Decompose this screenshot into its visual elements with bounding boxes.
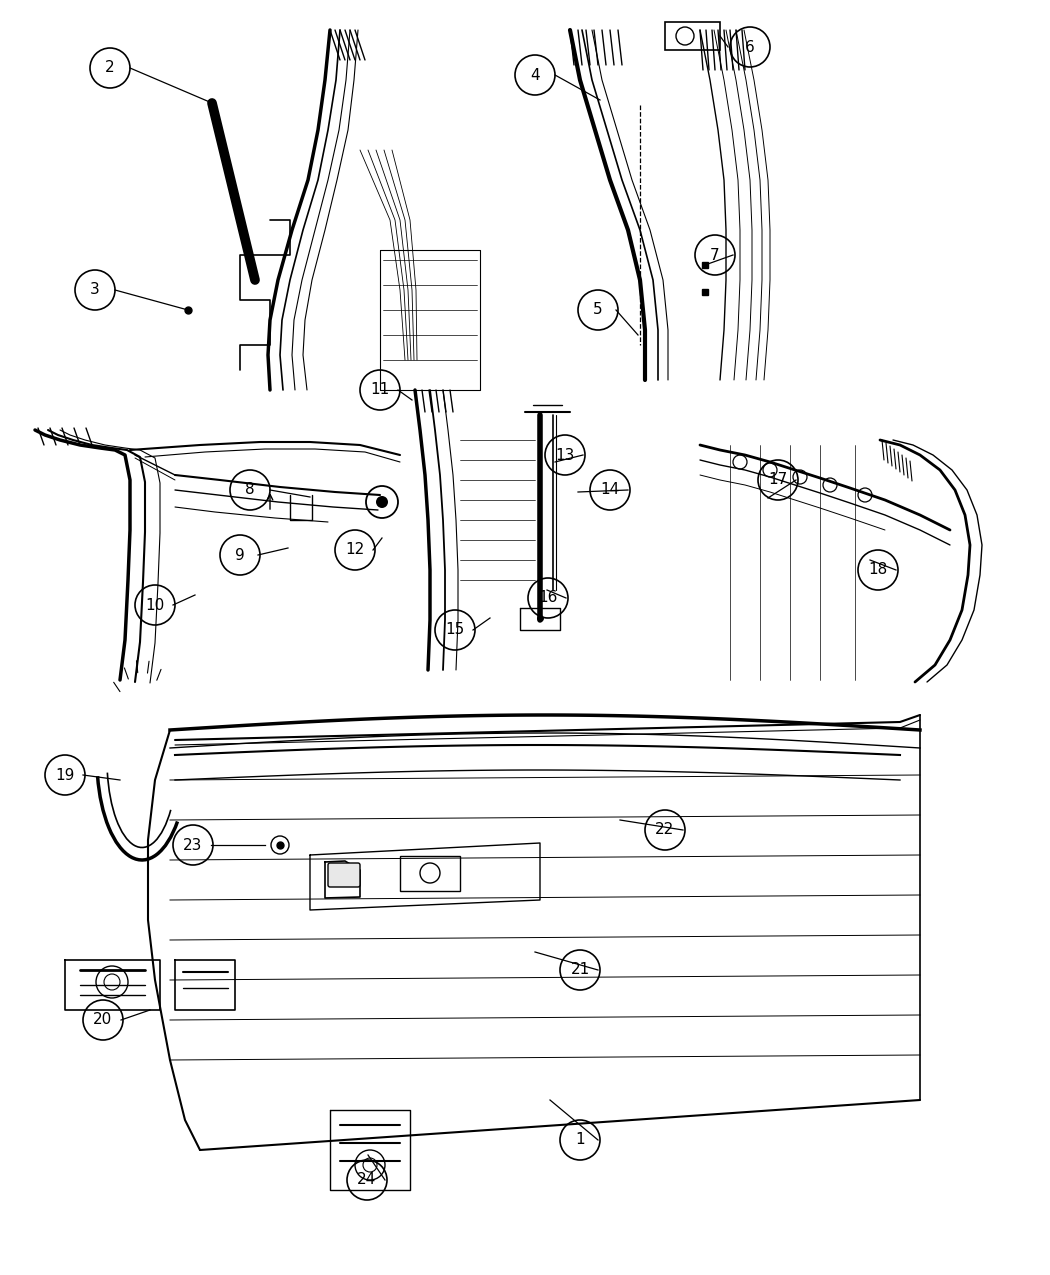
Text: 24: 24 — [357, 1173, 377, 1187]
Text: 15: 15 — [445, 622, 464, 638]
FancyBboxPatch shape — [328, 863, 360, 887]
Text: 3: 3 — [90, 283, 100, 297]
Text: 11: 11 — [371, 382, 390, 398]
Text: 23: 23 — [184, 838, 203, 853]
Text: 14: 14 — [601, 482, 619, 497]
Text: 17: 17 — [769, 473, 788, 487]
Circle shape — [376, 496, 388, 507]
Text: 21: 21 — [570, 963, 590, 978]
Text: 13: 13 — [555, 448, 574, 463]
Text: 10: 10 — [145, 598, 165, 612]
Text: 6: 6 — [746, 40, 755, 55]
Text: 9: 9 — [235, 547, 245, 562]
Text: 19: 19 — [56, 768, 75, 783]
Text: 16: 16 — [539, 590, 558, 606]
Bar — [400, 856, 460, 891]
Text: 22: 22 — [655, 822, 674, 838]
Text: 12: 12 — [345, 542, 364, 557]
Text: 5: 5 — [593, 302, 603, 317]
Text: 2: 2 — [105, 60, 114, 75]
Text: 7: 7 — [710, 247, 720, 263]
Text: 18: 18 — [868, 562, 887, 578]
Bar — [665, 22, 720, 50]
Text: 1: 1 — [575, 1132, 585, 1148]
Text: 4: 4 — [530, 68, 540, 83]
Text: 20: 20 — [93, 1012, 112, 1028]
Text: 8: 8 — [246, 482, 255, 497]
